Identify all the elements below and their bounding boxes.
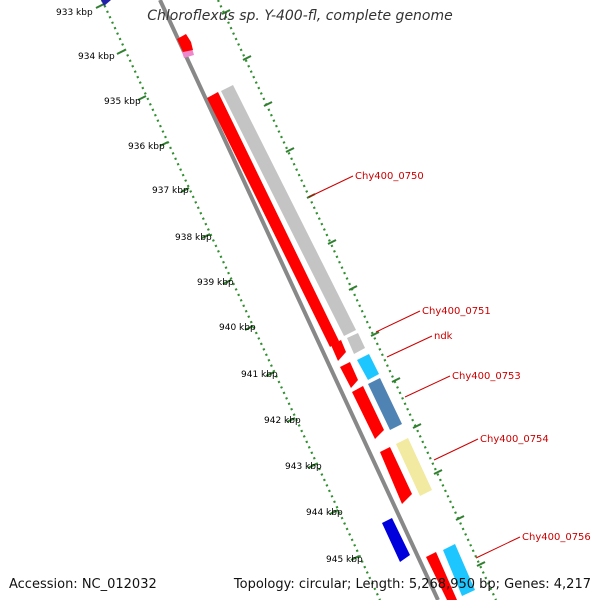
tick-label: 937 kbp — [152, 186, 189, 196]
cds-feature-red[interactable] — [101, 0, 111, 6]
genome-backbone — [158, 0, 440, 600]
cds-feature-red[interactable] — [207, 92, 339, 347]
tick-label: 938 kbp — [175, 233, 212, 243]
cds-feature-cyan[interactable] — [357, 354, 379, 380]
gene-label[interactable]: Chy400_0754 — [480, 434, 549, 445]
cds-feature-red[interactable] — [380, 447, 412, 504]
cds-feature-pink[interactable] — [182, 48, 194, 58]
cds-feature-red[interactable] — [340, 362, 358, 388]
tick-label: 934 kbp — [78, 52, 115, 62]
gene-label[interactable]: Chy400_0756 — [522, 532, 591, 543]
accession-text: Accession: NC_012032 — [9, 577, 157, 592]
cds-feature-grey[interactable] — [221, 85, 356, 336]
gene-label[interactable]: Chy400_0750 — [355, 171, 424, 182]
cds-feature-blue[interactable] — [382, 518, 410, 562]
tick-label: 941 kbp — [241, 370, 278, 380]
tick-label: 942 kbp — [264, 416, 301, 426]
cds-feature-grey[interactable] — [347, 333, 365, 354]
inner-major-ticks — [95, 3, 360, 561]
cds-feature-red[interactable] — [331, 340, 346, 361]
tick-label: 943 kbp — [285, 462, 322, 472]
cds-feature-red[interactable] — [352, 386, 384, 439]
cds-feature-yellow[interactable] — [396, 438, 432, 496]
tick-label: 944 kbp — [306, 508, 343, 518]
tick-label: 939 kbp — [197, 278, 234, 288]
tick-label: 933 kbp — [56, 8, 93, 18]
gene-label[interactable]: ndk — [434, 331, 453, 342]
inner-tick-track — [101, 0, 381, 600]
cds-feature-cyan[interactable] — [443, 544, 475, 596]
map-title: Chloroflexus sp. Y-400-fl, complete geno… — [147, 8, 453, 24]
tick-label: 936 kbp — [128, 142, 165, 152]
tick-label: 945 kbp — [326, 555, 363, 565]
gene-label[interactable]: Chy400_0753 — [452, 371, 521, 382]
genome-summary-text: Topology: circular; Length: 5,268,950 bp… — [233, 577, 591, 592]
cds-feature-red[interactable] — [177, 34, 193, 52]
cds-feature-steel[interactable] — [368, 378, 402, 430]
tick-label: 940 kbp — [219, 323, 256, 333]
cds-feature-red[interactable] — [426, 552, 457, 600]
tick-label: 935 kbp — [104, 97, 141, 107]
outer-tick-track — [217, 0, 497, 600]
gene-label[interactable]: Chy400_0751 — [422, 306, 491, 317]
label-leader-lines — [308, 175, 521, 559]
